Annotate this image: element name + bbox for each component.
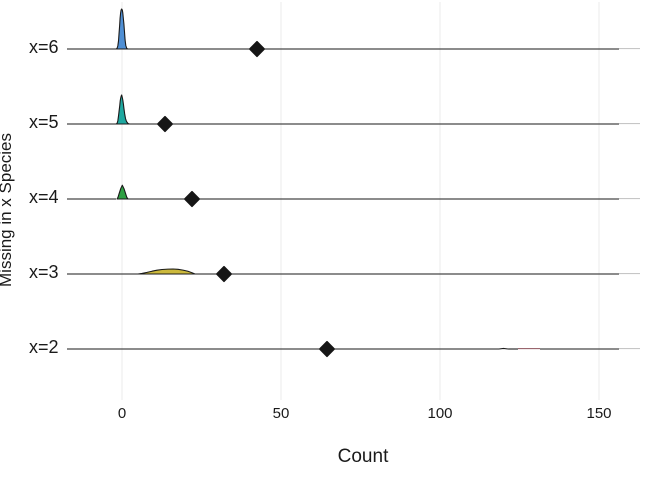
svg-text:Missing in x Species: Missing in x Species	[0, 133, 15, 287]
